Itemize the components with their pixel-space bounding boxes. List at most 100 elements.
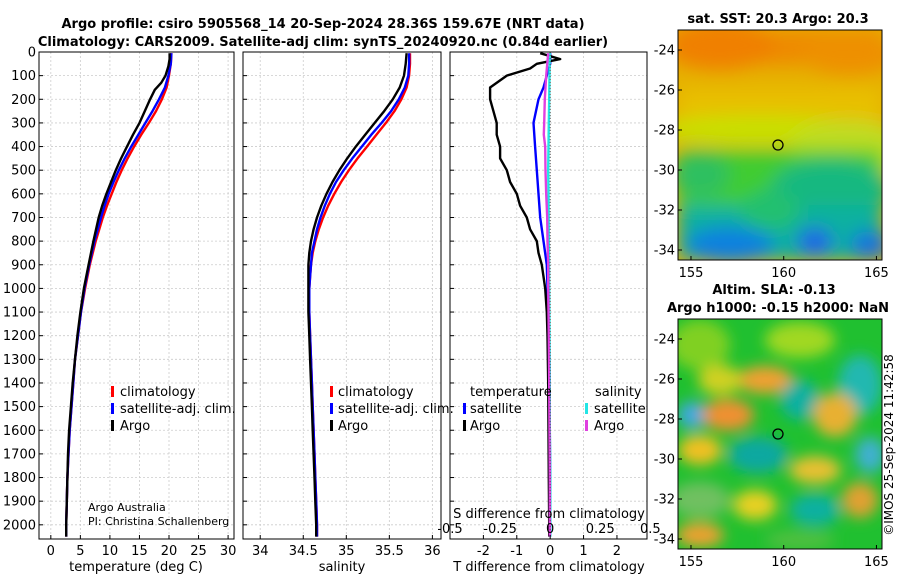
x-tick-label: 35 xyxy=(338,544,355,559)
x-tick-label: 10 xyxy=(102,544,119,559)
y-tick-label: 1900 xyxy=(3,495,36,510)
legend-label-t-satellite: satellite xyxy=(470,402,522,417)
difference-xlabel-top: S difference from climatology xyxy=(453,507,645,522)
sla-map-subtitle: Argo h1000: -0.15 h2000: NaN xyxy=(667,301,889,316)
y-tick-label: 1200 xyxy=(3,329,36,344)
legend-label-satellite-adj: satellite-adj. clim. xyxy=(338,402,454,417)
x-tick-label: 20 xyxy=(161,544,178,559)
map-x-tick-label: 160 xyxy=(771,555,796,570)
sla-map-axes: 155 160 165 -24 -26 -28 -30 -32 -34 xyxy=(654,333,889,571)
sla-map xyxy=(678,319,882,549)
x-tick-label: -1 xyxy=(510,544,523,559)
map-x-tick-label: 165 xyxy=(864,555,889,570)
x-tick-label: 15 xyxy=(131,544,148,559)
map-y-tick-label: -28 xyxy=(654,124,675,139)
x-tick-label: 1 xyxy=(579,544,587,559)
x-tick-label: 34.5 xyxy=(289,544,318,559)
x-tick-label: 0 xyxy=(546,544,554,559)
salinity-panel: 34 34.5 35 35.5 36 xyxy=(242,51,442,559)
map-x-tick-label: 165 xyxy=(864,266,889,281)
legend-label-t-argo: Argo xyxy=(470,419,500,434)
series-line-climatology xyxy=(308,53,412,537)
credit-line2: PI: Christina Schallenberg xyxy=(88,515,229,528)
legend-swatch-t-argo xyxy=(463,420,466,431)
series-line-argo xyxy=(307,53,408,537)
map-x-tick-label: 155 xyxy=(679,555,704,570)
map-x-tick-label: 160 xyxy=(771,266,796,281)
legend-swatch-satellite-adj xyxy=(330,403,333,414)
map-y-tick-label: -26 xyxy=(654,84,675,99)
panel-frame xyxy=(449,51,648,540)
legend-swatch-s-argo xyxy=(585,420,588,431)
temperature-panel: 0 5 10 15 20 25 300100200300400500600700800900… xyxy=(3,46,236,560)
difference-panel: -2 -1 0 1 2 -0.5 -0.25 0 0.25 0.5 xyxy=(437,51,661,559)
sst-map xyxy=(678,30,882,260)
x-tick-label: 35.5 xyxy=(375,544,404,559)
map-y-tick-label: -34 xyxy=(654,244,675,259)
legend-heading-salinity: salinity xyxy=(595,385,642,400)
x-tick-label: 34 xyxy=(252,544,269,559)
map-y-tick-label: -30 xyxy=(654,164,675,179)
y-tick-label: 700 xyxy=(11,211,36,226)
map-y-tick-label: -32 xyxy=(654,204,675,219)
map-y-tick-label: -30 xyxy=(654,453,675,468)
legend-swatch-climatology xyxy=(111,386,114,397)
legend-label-climatology: climatology xyxy=(338,385,414,400)
legend-swatch-argo xyxy=(111,420,114,431)
legend-swatch-s-satellite xyxy=(585,403,588,414)
figure-title-line2: Climatology: CARS2009. Satellite-adj cli… xyxy=(38,35,608,50)
y-tick-label: 800 xyxy=(11,235,36,250)
x2-tick-label: 0.5 xyxy=(640,522,661,537)
y-tick-label: 1800 xyxy=(3,471,36,486)
salinity-xlabel: salinity xyxy=(319,560,366,575)
series-line-temperature-argo xyxy=(488,52,562,537)
legend-label-s-satellite: satellite xyxy=(594,402,646,417)
sst-map-frame xyxy=(677,29,883,261)
sla-map-frame xyxy=(677,318,883,550)
map-y-tick-label: -32 xyxy=(654,493,675,508)
y-tick-label: 1000 xyxy=(3,282,36,297)
y-tick-label: 900 xyxy=(11,258,36,273)
y-tick-label: 200 xyxy=(11,93,36,108)
map-y-tick-label: -26 xyxy=(654,373,675,388)
y-tick-label: 400 xyxy=(11,140,36,155)
x-tick-label: 30 xyxy=(220,544,237,559)
y-tick-label: 500 xyxy=(11,164,36,179)
sst-map-axes: 155 160 165 -24 -26 -28 -30 -32 -34 xyxy=(654,44,889,282)
difference-xlabel: T difference from climatology xyxy=(452,560,645,575)
difference-legend: temperature satellite Argo salinity sate… xyxy=(463,385,646,434)
y-tick-label: 300 xyxy=(11,116,36,131)
x2-tick-label: 0.25 xyxy=(586,522,615,537)
argo-position-marker xyxy=(772,139,784,151)
map-y-tick-label: -28 xyxy=(654,413,675,428)
legend-label-satellite-adj: satellite-adj. clim. xyxy=(120,402,236,417)
legend-swatch-argo xyxy=(330,420,333,431)
map-y-tick-label: -24 xyxy=(654,44,675,59)
x-tick-label: 25 xyxy=(190,544,207,559)
x2-tick-label: -0.25 xyxy=(483,522,517,537)
legend-heading-temperature: temperature xyxy=(470,385,552,400)
x-tick-label: 2 xyxy=(613,544,621,559)
y-tick-label: 1300 xyxy=(3,353,36,368)
y-tick-label: 600 xyxy=(11,187,36,202)
legend-swatch-satellite-adj xyxy=(111,403,114,414)
legend-label-climatology: climatology xyxy=(120,385,196,400)
temperature-xlabel: temperature (deg C) xyxy=(69,560,203,575)
map-y-tick-label: -34 xyxy=(654,533,675,548)
x-tick-label: 0 xyxy=(47,544,55,559)
y-tick-label: 1600 xyxy=(3,424,36,439)
argo-position-marker xyxy=(772,428,784,440)
legend-swatch-t-satellite xyxy=(463,403,466,414)
x2-tick-label: -0.5 xyxy=(437,522,462,537)
x-tick-label: -2 xyxy=(477,544,490,559)
y-tick-label: 1700 xyxy=(3,447,36,462)
map-x-tick-label: 155 xyxy=(679,266,704,281)
y-tick-label: 100 xyxy=(11,69,36,84)
x-tick-label: 5 xyxy=(76,544,84,559)
series-line-satellite-adj-clim- xyxy=(308,53,411,537)
sst-map-title: sat. SST: 20.3 Argo: 20.3 xyxy=(687,12,868,27)
imos-watermark: ©IMOS 25-Sep-2024 11:42:58 xyxy=(882,354,896,536)
legend-label-s-argo: Argo xyxy=(594,419,624,434)
y-tick-label: 0 xyxy=(28,46,36,61)
